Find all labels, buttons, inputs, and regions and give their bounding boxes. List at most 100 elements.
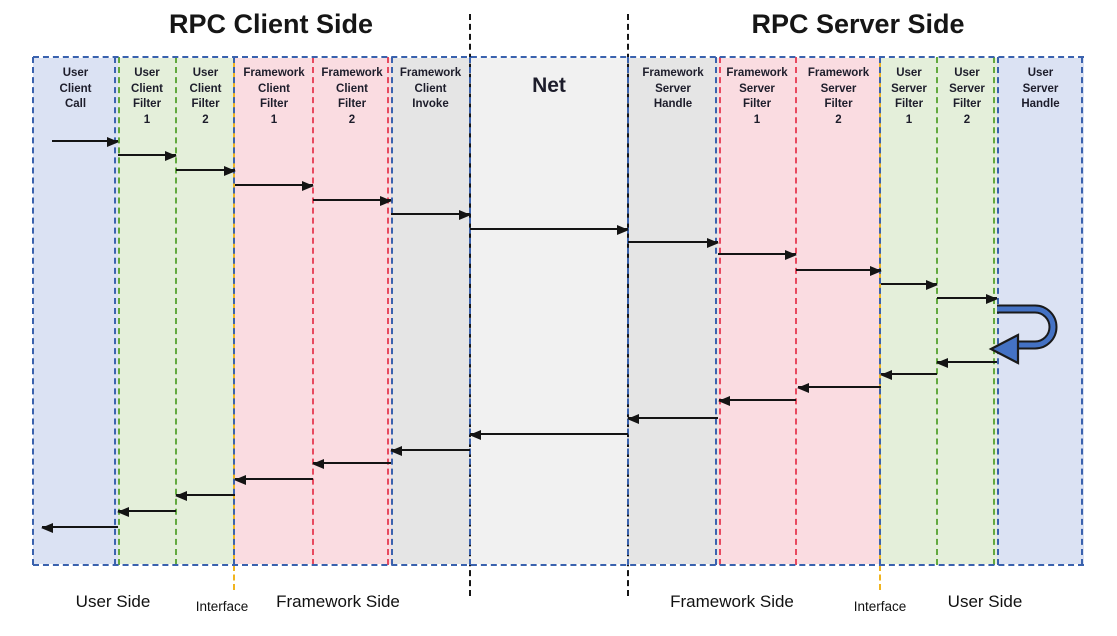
arrowhead-icon: [117, 507, 129, 518]
diagram-top-border: [33, 56, 1084, 58]
lane-label-framework-client-filter-2: Framework Client Filter 2: [313, 58, 391, 128]
response-arrow: [117, 507, 176, 518]
interface-line-client-overlay: [233, 57, 235, 565]
lane-label-line: Server: [820, 82, 857, 95]
response-arrow: [718, 396, 796, 407]
request-arrow: [52, 137, 119, 148]
lane-boundary: [719, 57, 721, 565]
client-side-title: RPC Client Side: [168, 9, 374, 39]
arrowhead-icon: [41, 523, 53, 534]
lane-label-line: 2: [963, 113, 971, 126]
lane-label-line: User: [1027, 67, 1054, 79]
request-arrow: [391, 210, 471, 221]
request-arrow: [881, 280, 938, 291]
arrowhead-icon: [627, 414, 639, 425]
arrowhead-icon: [459, 210, 471, 221]
region-label-framework-side-right: Framework Side: [670, 592, 794, 611]
lane-user-server-filter-2: User Server Filter 2: [937, 58, 997, 564]
lane-boundary: [469, 57, 471, 565]
response-arrow: [627, 414, 718, 425]
lane-label-line: 1: [270, 113, 278, 126]
lane-label-line: Filter: [894, 98, 924, 110]
lane-label-line: Filter: [191, 98, 220, 110]
lane-label-line: Filter: [337, 98, 367, 110]
diagram-bottom-border: [33, 564, 1084, 566]
lane-boundary: [627, 57, 629, 565]
lane-label-line: Client: [414, 82, 447, 95]
lane-label-line: Invoke: [412, 98, 449, 110]
arrowhead-icon: [870, 266, 882, 277]
lane-label-framework-server-filter-2: Framework Server Filter 2: [796, 58, 881, 128]
response-arrow: [469, 430, 628, 441]
lane-boundary: [387, 57, 389, 565]
lane-label-line: Framework: [726, 67, 788, 79]
arrowhead-icon: [234, 475, 246, 486]
server-side-title: RPC Server Side: [751, 9, 965, 39]
lane-user-client-filter-1: User Client Filter 1: [118, 58, 176, 564]
arrowhead-icon: [936, 358, 948, 369]
lane-label-line: Server: [891, 82, 927, 95]
request-arrow: [718, 250, 797, 261]
response-arrow: [312, 459, 391, 470]
region-label-framework-side-left: Framework Side: [276, 592, 400, 611]
arrowhead-icon: [312, 459, 324, 470]
lane-label-line: 1: [905, 113, 913, 126]
lane-label-line: Framework: [243, 67, 305, 79]
region-label-interface-right: Interface: [853, 599, 907, 614]
lane-label-line: 1: [753, 113, 761, 126]
interface-tail-server: [879, 565, 881, 590]
lane-label-line: Filter: [952, 98, 982, 110]
arrowhead-icon: [469, 430, 481, 441]
lane-label-user-server-filter-1: User Server Filter 1: [881, 58, 937, 128]
lane-net: Net: [470, 58, 628, 564]
lane-label-line: Filter: [742, 98, 772, 110]
request-arrow: [176, 166, 236, 177]
lane-label-line: 1: [143, 113, 151, 126]
arrowhead-icon: [175, 491, 187, 502]
lane-label-line: Call: [64, 98, 87, 110]
lane-boundary: [936, 57, 938, 565]
lane-label-line: Framework: [399, 67, 462, 79]
lane-user-client-call: User Client Call: [33, 58, 118, 564]
lane-label-line: Server: [1022, 82, 1059, 95]
arrowhead-icon: [224, 166, 236, 177]
lane-label-framework-server-filter-1: Framework Server Filter 1: [718, 58, 796, 128]
arrowhead-icon: [797, 383, 809, 394]
request-arrow: [118, 151, 177, 162]
response-arrow: [234, 475, 313, 486]
interface-tail-client: [233, 565, 235, 590]
lane-label-user-client-filter-1: User Client Filter 1: [118, 58, 176, 128]
lane-user-server-filter-1: User Server Filter 1: [881, 58, 937, 564]
arrowhead-icon: [718, 396, 730, 407]
lane-label-line: User: [62, 67, 89, 79]
lane-label-line: Handle: [653, 98, 693, 110]
arrowhead-icon: [880, 370, 892, 381]
arrowhead-icon: [926, 280, 938, 291]
lane-boundary: [118, 57, 120, 565]
lane-label-framework-client-invoke: Framework Client Invoke: [391, 58, 470, 113]
request-arrow: [937, 294, 998, 305]
lane-label-line: Client: [258, 82, 290, 95]
request-arrow: [796, 266, 882, 277]
lane-framework-server-filter-1: Framework Server Filter 1: [718, 58, 796, 564]
lane-framework-client-filter-2: Framework Client Filter 2: [313, 58, 391, 564]
region-label-user-side-left: User Side: [75, 592, 151, 611]
arrowhead-icon: [390, 446, 402, 457]
lane-user-client-filter-2: User Client Filter 2: [176, 58, 235, 564]
lane-framework-client-filter-1: Framework Client Filter 1: [235, 58, 313, 564]
lane-label-line: Server: [739, 82, 775, 95]
arrowhead-icon: [107, 137, 119, 148]
lane-label-net: Net: [470, 58, 628, 98]
lane-boundary: [175, 57, 177, 565]
lane-label-line: Framework: [321, 67, 383, 79]
lane-label-line: Filter: [132, 98, 162, 110]
lane-label-line: Net: [532, 74, 566, 97]
lane-label-user-client-filter-2: User Client Filter 2: [176, 58, 235, 128]
lane-label-line: User: [192, 67, 219, 79]
loopback-arrow-icon: [988, 304, 1058, 365]
lane-label-line: Framework: [642, 67, 704, 79]
arrowhead-icon: [165, 151, 177, 162]
lane-boundary: [114, 57, 116, 565]
response-arrow: [936, 358, 997, 369]
